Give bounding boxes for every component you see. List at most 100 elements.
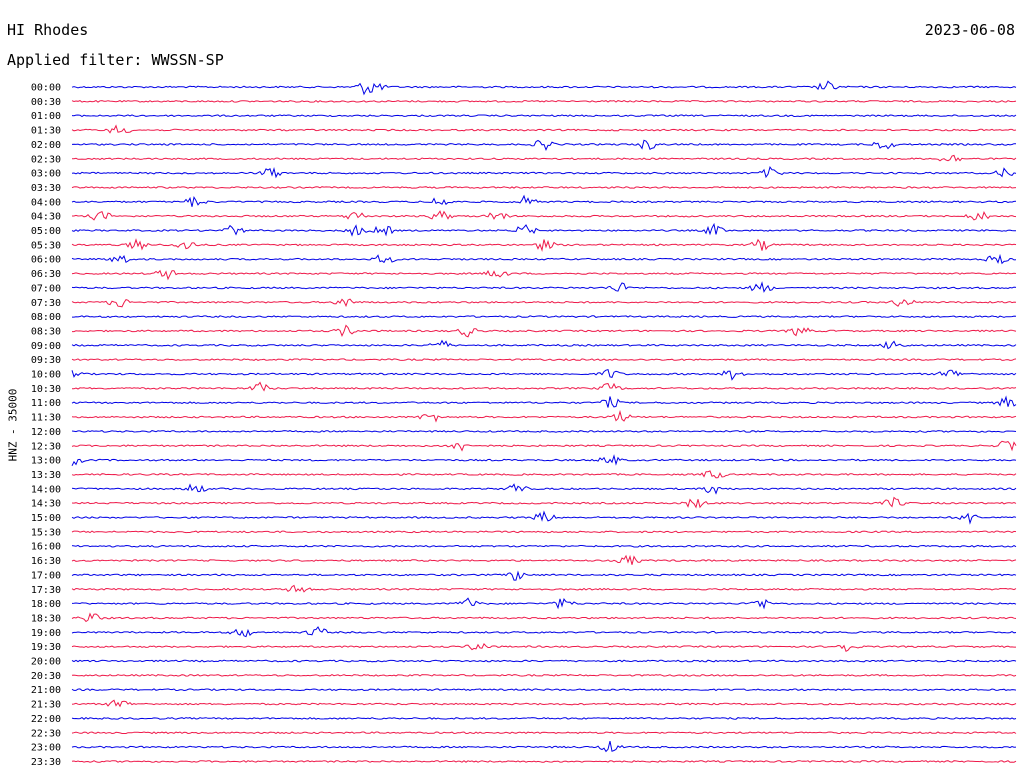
- time-tick-label: 09:30: [31, 355, 61, 366]
- seismic-trace: [71, 584, 1017, 593]
- seismic-trace: [71, 381, 1017, 392]
- seismic-trace: [71, 626, 1017, 638]
- seismic-trace: [71, 716, 1017, 720]
- time-tick-label: 02:00: [31, 140, 61, 151]
- date-label: 2023-06-08: [924, 21, 1015, 39]
- time-tick-label: 10:30: [31, 384, 61, 395]
- seismic-trace: [71, 530, 1017, 534]
- time-tick-label: 18:00: [31, 599, 61, 610]
- time-tick-label: 15:30: [31, 527, 61, 538]
- seismic-trace: [71, 612, 1017, 623]
- seismic-trace: [71, 222, 1017, 237]
- time-tick-label: 20:00: [31, 657, 61, 668]
- seismic-trace: [71, 165, 1017, 179]
- time-tick-label: 13:30: [31, 470, 61, 481]
- time-tick-label: 01:00: [31, 111, 61, 122]
- seismic-trace: [71, 597, 1017, 610]
- time-tick-label: 18:30: [31, 613, 61, 624]
- seismic-trace: [71, 454, 1017, 467]
- time-tick-label: 04:00: [31, 197, 61, 208]
- seismic-trace: [71, 760, 1017, 763]
- seismic-trace: [71, 194, 1017, 207]
- time-tick-label: 17:00: [31, 570, 61, 581]
- time-tick-label: 01:30: [31, 126, 61, 137]
- seismic-trace: [71, 281, 1017, 293]
- seismic-trace: [71, 298, 1017, 308]
- time-tick-labels: 00:00 00:30 01:00 01:30 02:00 02:30 03:00 03:30…: [31, 83, 61, 768]
- time-tick-label: 08:30: [31, 326, 61, 337]
- seismic-trace: [71, 688, 1017, 692]
- time-tick-label: 23:30: [31, 757, 61, 768]
- station-title: HI Rhodes: [7, 21, 89, 39]
- seismic-trace: [71, 740, 1017, 753]
- time-tick-label: 14:00: [31, 484, 61, 495]
- seismic-trace: [71, 395, 1017, 408]
- time-tick-label: 03:00: [31, 169, 61, 180]
- time-tick-label: 03:30: [31, 183, 61, 194]
- seismic-trace: [71, 544, 1017, 548]
- seismic-trace: [72, 210, 1017, 221]
- time-tick-label: 05:30: [31, 240, 61, 251]
- time-tick-label: 00:00: [31, 83, 61, 94]
- seismic-trace: [71, 483, 1017, 495]
- seismic-trace: [71, 238, 1017, 253]
- seismic-trace: [71, 124, 1017, 134]
- seismic-trace: [71, 409, 1017, 423]
- seismic-trace: [71, 269, 1017, 281]
- time-tick-label: 05:00: [31, 226, 61, 237]
- seismic-trace: [72, 324, 1017, 338]
- time-tick-label: 11:30: [31, 413, 61, 424]
- time-tick-label: 06:30: [31, 269, 61, 280]
- time-tick-label: 02:30: [31, 154, 61, 165]
- time-tick-label: 19:30: [31, 642, 61, 653]
- seismic-trace: [71, 673, 1017, 677]
- time-tick-label: 12:00: [31, 427, 61, 438]
- time-tick-label: 16:00: [31, 542, 61, 553]
- seismic-traces: [71, 80, 1017, 763]
- seismic-trace: [71, 731, 1017, 735]
- seismic-trace: [71, 339, 1017, 350]
- time-tick-label: 14:30: [31, 499, 61, 510]
- filter-label: Applied filter: WWSSN-SP: [7, 51, 224, 69]
- time-tick-label: 11:00: [31, 398, 61, 409]
- seismic-trace: [72, 315, 1017, 319]
- time-tick-label: 10:00: [31, 370, 61, 381]
- time-tick-label: 23:00: [31, 743, 61, 754]
- seismic-trace: [71, 699, 1017, 708]
- seismic-trace: [71, 368, 1017, 381]
- seismic-trace: [71, 154, 1017, 162]
- time-tick-label: 08:00: [31, 312, 61, 323]
- seismic-trace: [71, 253, 1017, 265]
- seismic-trace: [71, 186, 1017, 189]
- time-tick-label: 07:00: [31, 283, 61, 294]
- seismic-trace: [71, 430, 1017, 433]
- time-tick-label: 12:30: [31, 441, 61, 452]
- time-tick-label: 19:00: [31, 628, 61, 639]
- seismic-trace: [71, 570, 1017, 581]
- seismic-trace: [71, 659, 1017, 663]
- time-tick-label: 04:30: [31, 212, 61, 223]
- seismic-trace: [71, 470, 1017, 479]
- time-tick-label: 22:30: [31, 728, 61, 739]
- seismic-trace: [71, 139, 1016, 151]
- time-tick-label: 17:30: [31, 585, 61, 596]
- seismic-trace: [71, 554, 1017, 565]
- time-tick-label: 21:30: [31, 700, 61, 711]
- seismic-trace: [71, 496, 1017, 509]
- time-tick-label: 00:30: [31, 97, 61, 108]
- seismic-trace: [71, 440, 1017, 452]
- time-tick-label: 21:00: [31, 685, 61, 696]
- time-tick-label: 16:30: [31, 556, 61, 567]
- time-tick-label: 13:00: [31, 456, 61, 467]
- seismic-trace: [71, 358, 1017, 362]
- seismic-trace: [71, 80, 1017, 96]
- time-tick-label: 07:30: [31, 298, 61, 309]
- seismic-trace: [71, 114, 1017, 118]
- seismic-trace: [71, 99, 1017, 103]
- time-tick-label: 22:00: [31, 714, 61, 725]
- seismic-trace: [71, 643, 1016, 653]
- time-tick-label: 09:00: [31, 341, 61, 352]
- seismic-trace: [71, 510, 1017, 525]
- time-tick-label: 06:00: [31, 255, 61, 266]
